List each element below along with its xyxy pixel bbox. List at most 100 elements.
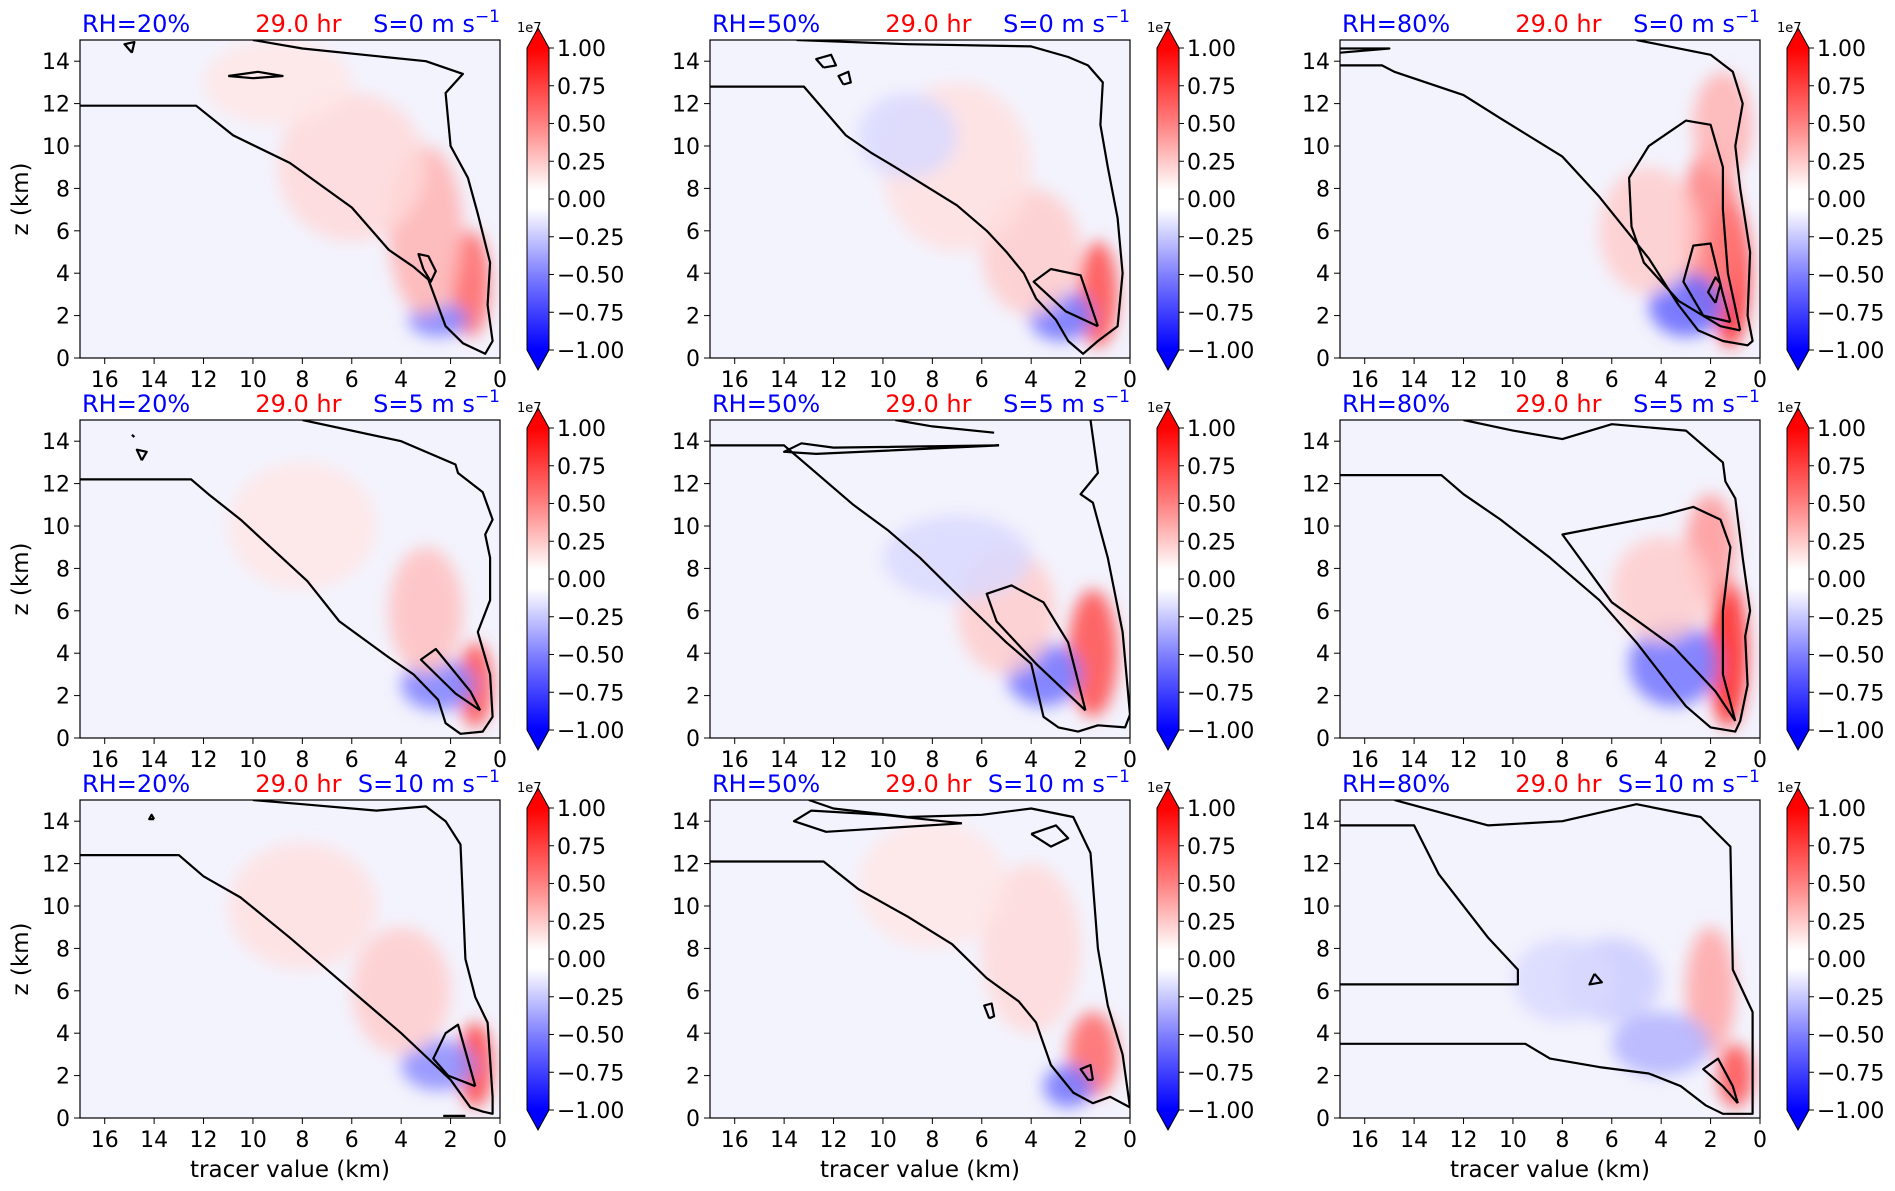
y-tick-label: 12 (1302, 853, 1330, 878)
y-tick-label: 2 (56, 1065, 70, 1090)
x-tick-label: 8 (295, 748, 309, 773)
x-tick-label: 0 (493, 748, 507, 773)
title-shear-base: S=5 m s (1003, 390, 1105, 418)
contour-line-4 (837, 70, 852, 86)
y-tick-label: 12 (1302, 93, 1330, 118)
colorbar-tick-label: −0.25 (1817, 606, 1884, 631)
x-tick-label: 4 (394, 368, 408, 393)
colorbar-tick-label: −0.50 (1817, 644, 1884, 669)
colorbar-min-arrow (1157, 1110, 1179, 1130)
y-tick-label: 12 (42, 853, 70, 878)
colorbar-min-arrow (1157, 730, 1179, 750)
y-tick-label: 14 (42, 430, 70, 455)
y-axis-label: z (km) (8, 162, 34, 235)
x-tick-label: 0 (1123, 748, 1137, 773)
colorbar-tick-label: −0.50 (1187, 1024, 1254, 1049)
title-time: 29.0 hr (1515, 390, 1601, 418)
contour-line-2 (419, 647, 482, 712)
colorbar-tick-label: 0.50 (1817, 113, 1866, 138)
y-tick-label: 4 (686, 642, 700, 667)
contour-line-1 (710, 420, 1130, 733)
colorbar-exponent: 1e7 (1777, 781, 1802, 796)
x-tick-label: 16 (721, 368, 749, 393)
title-time: 29.0 hr (885, 770, 971, 798)
x-tick-label: 6 (345, 748, 359, 773)
colorbar-tick-label: 1.00 (557, 797, 606, 822)
colorbar-tick-label: −0.25 (1187, 606, 1254, 631)
field-patch-3 (981, 863, 1081, 1034)
colorbar-tick-label: 0.75 (1187, 75, 1236, 100)
y-tick-label: 10 (42, 135, 70, 160)
colorbar-min-arrow (1787, 730, 1809, 750)
colorbar-tick-label: 0.00 (1187, 188, 1236, 213)
field-patch-4 (1599, 167, 1699, 295)
x-tick-label: 12 (190, 1128, 218, 1153)
y-tick-label: 2 (56, 685, 70, 710)
title-shear: S=0 m s−1 (1003, 7, 1130, 38)
title-shear-exponent: −1 (1105, 387, 1130, 407)
colorbar-tick-label: 1.00 (557, 417, 606, 442)
x-tick-label: 4 (1654, 368, 1668, 393)
x-tick-label: 2 (1704, 368, 1718, 393)
axes-frame (709, 419, 1131, 739)
title-shear-base: S=5 m s (373, 390, 475, 418)
y-tick-label: 4 (56, 642, 70, 667)
field-patch-4 (858, 821, 1007, 949)
contour-line-3 (815, 53, 838, 69)
title-rh: RH=20% (82, 770, 190, 798)
x-tick-label: 16 (1351, 368, 1379, 393)
colorbar-max-arrow (1157, 788, 1179, 808)
panel-5: 16 14 12 10 8 6 4 2 0 0 2 4 6 8 10 12 14 RH=50% 29.0 hr S=5… (672, 387, 1254, 773)
x-tick-label: 4 (1024, 368, 1038, 393)
colorbar-max-arrow (527, 788, 549, 808)
colorbar-tick-label: 0.25 (1187, 530, 1236, 555)
colorbar-body (527, 428, 549, 730)
title-shear: S=10 m s−1 (1618, 767, 1760, 798)
colorbar-min-arrow (527, 1110, 549, 1130)
colorbar-min-arrow (1787, 350, 1809, 370)
title-shear-exponent: −1 (475, 387, 500, 407)
colorbar-tick-label: −1.00 (1187, 339, 1254, 364)
contour-line-5 (983, 1002, 996, 1020)
colorbar-tick-label: 1.00 (1187, 37, 1236, 62)
field-anomalies (858, 821, 1118, 1108)
x-tick-label: 0 (1753, 368, 1767, 393)
contour-line-1 (80, 40, 494, 355)
field-patch-2 (1680, 146, 1741, 316)
x-tick-label: 14 (770, 368, 798, 393)
title-shear: S=10 m s−1 (358, 767, 500, 798)
colorbar-max-arrow (1157, 408, 1179, 428)
colorbar-tick-label: −0.50 (557, 644, 624, 669)
title-shear-base: S=5 m s (1633, 390, 1735, 418)
x-tick-label: 14 (140, 748, 168, 773)
x-tick-label: 4 (1654, 748, 1668, 773)
x-tick-label: 8 (295, 1128, 309, 1153)
x-tick-label: 2 (444, 1128, 458, 1153)
colorbar: 1e7 1.00 0.75 0.50 0.25 0.00 −0.25 −0.50 −0.75 −1… (517, 21, 624, 372)
title-shear-exponent: −1 (475, 767, 500, 787)
title-shear-base: S=0 m s (1003, 10, 1105, 38)
x-tick-label: 8 (925, 368, 939, 393)
colorbar-max-arrow (527, 28, 549, 48)
y-tick-label: 6 (56, 600, 70, 625)
panel-3: 16 14 12 10 8 6 4 2 0 0 2 4 6 8 10 12 14 RH=80% 29.0 hr S=0… (1302, 7, 1884, 393)
colorbar-tick-label: 0.25 (557, 910, 606, 935)
contour-line-2 (432, 1023, 477, 1088)
x-axis-label: tracer value (km) (1450, 1157, 1650, 1183)
colorbar-tick-label: 0.00 (1187, 948, 1236, 973)
field-patch-3 (1611, 1012, 1711, 1076)
x-tick-label: 14 (1400, 748, 1428, 773)
title-time: 29.0 hr (1515, 770, 1601, 798)
field-anomalies (1512, 927, 1753, 1108)
contour-line-3 (123, 41, 136, 54)
colorbar-tick-label: 1.00 (1187, 797, 1236, 822)
y-tick-label: 2 (686, 685, 700, 710)
x-tick-label: 6 (345, 1128, 359, 1153)
colorbar-tick-label: 0.25 (557, 530, 606, 555)
contour-line-4 (1588, 973, 1603, 986)
contour-line-3 (135, 448, 148, 461)
y-tick-label: 0 (686, 727, 700, 752)
title-rh: RH=20% (82, 390, 190, 418)
y-tick-label: 6 (1316, 220, 1330, 245)
